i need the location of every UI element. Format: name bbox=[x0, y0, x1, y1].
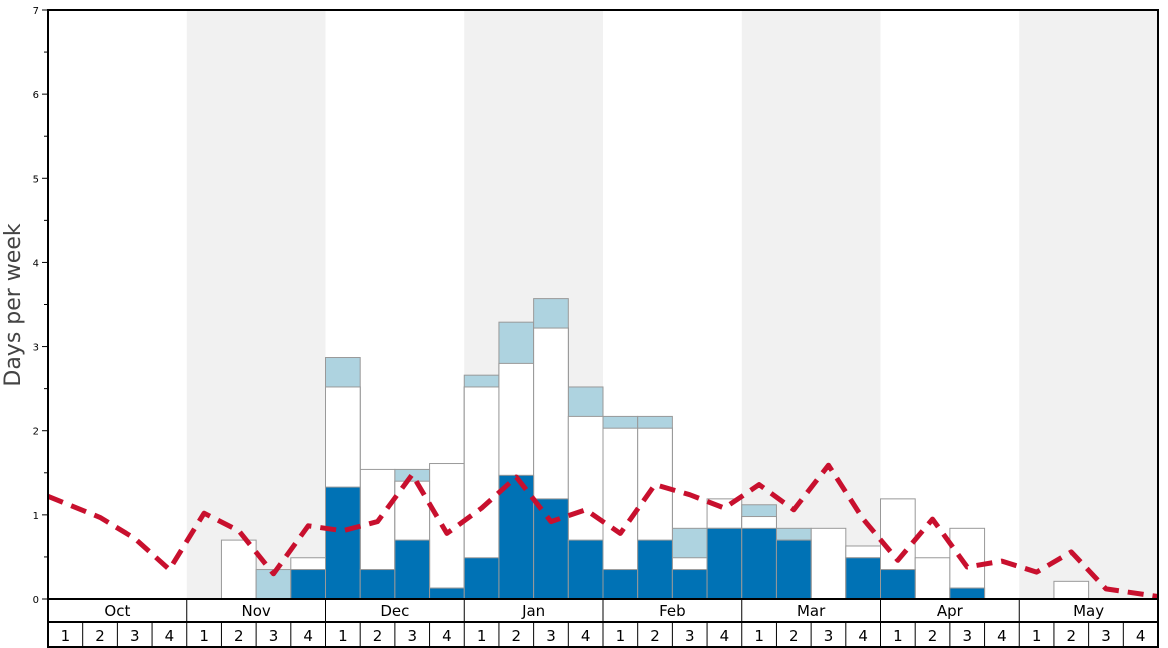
week-label: 2 bbox=[512, 627, 522, 645]
week-label: 4 bbox=[303, 627, 313, 645]
dark-bar-11 bbox=[394, 539, 431, 600]
week-label: 2 bbox=[1067, 627, 1077, 645]
dark-bar-13 bbox=[463, 557, 500, 600]
week-label: 1 bbox=[61, 627, 71, 645]
dark-bar-10 bbox=[359, 569, 396, 600]
white-bar-26 bbox=[914, 557, 951, 600]
dark-bar-21 bbox=[741, 527, 777, 600]
dark-bar-9 bbox=[325, 486, 361, 600]
week-label: 1 bbox=[199, 627, 209, 645]
week-label: 4 bbox=[165, 627, 175, 645]
week-label: 4 bbox=[581, 627, 591, 645]
week-label: 4 bbox=[858, 627, 868, 645]
week-label: 3 bbox=[546, 627, 556, 645]
dark-bar-22 bbox=[775, 539, 812, 600]
dark-bar-16 bbox=[567, 539, 604, 600]
dark-bar-17 bbox=[602, 569, 639, 600]
y-axis: 0 1 2 3 4 5 6 7 bbox=[33, 6, 48, 606]
dark-bar-27 bbox=[949, 587, 986, 600]
week-label: 2 bbox=[373, 627, 383, 645]
y-axis-label: Days per week bbox=[1, 223, 26, 386]
y-tick-label: 4 bbox=[33, 258, 39, 269]
average-line bbox=[47, 462, 1159, 599]
week-label: 1 bbox=[338, 627, 348, 645]
month-label-may: May bbox=[1073, 602, 1104, 620]
month-label-feb: Feb bbox=[659, 602, 686, 620]
y-tick-label: 0 bbox=[33, 595, 39, 606]
week-label: 1 bbox=[477, 627, 487, 645]
average-line-layer bbox=[47, 462, 1159, 599]
month-label-nov: Nov bbox=[241, 602, 270, 620]
week-label: 2 bbox=[789, 627, 799, 645]
band-may bbox=[1019, 10, 1158, 599]
dark-bar-12 bbox=[429, 587, 465, 600]
week-label: 1 bbox=[754, 627, 764, 645]
dark-bar-24 bbox=[845, 557, 881, 600]
dark-bar-25 bbox=[880, 569, 916, 600]
y-tick-label: 5 bbox=[33, 174, 39, 185]
month-label-mar: Mar bbox=[797, 602, 826, 620]
y-tick-label: 1 bbox=[33, 511, 39, 522]
week-label: 3 bbox=[1101, 627, 1111, 645]
week-label: 2 bbox=[95, 627, 105, 645]
y-tick-label: 7 bbox=[33, 6, 39, 17]
week-label: 1 bbox=[893, 627, 903, 645]
month-label-jan: Jan bbox=[521, 602, 545, 620]
week-label: 3 bbox=[130, 627, 140, 645]
dark-bar-18 bbox=[637, 539, 673, 600]
dark-bar-19 bbox=[671, 569, 708, 600]
y-tick-label: 3 bbox=[33, 343, 39, 354]
week-label: 3 bbox=[824, 627, 834, 645]
month-label-apr: Apr bbox=[937, 602, 964, 620]
week-label: 1 bbox=[1032, 627, 1042, 645]
week-label: 3 bbox=[269, 627, 279, 645]
week-label: 3 bbox=[685, 627, 695, 645]
week-label: 4 bbox=[720, 627, 730, 645]
week-label: 4 bbox=[997, 627, 1007, 645]
week-label: 1 bbox=[616, 627, 626, 645]
week-label: 2 bbox=[234, 627, 244, 645]
white-bar-6 bbox=[220, 539, 257, 600]
y-tick-label: 6 bbox=[33, 90, 39, 101]
week-label: 2 bbox=[650, 627, 660, 645]
band-nov bbox=[186, 10, 326, 599]
dark-bar-14 bbox=[498, 474, 535, 600]
week-label: 3 bbox=[962, 627, 972, 645]
week-label: 3 bbox=[407, 627, 417, 645]
dark-bar-15 bbox=[533, 498, 569, 600]
week-label: 4 bbox=[442, 627, 452, 645]
band-mar bbox=[741, 10, 881, 599]
white-bar-30 bbox=[1053, 580, 1090, 600]
month-label-oct: Oct bbox=[104, 602, 130, 620]
x-axis: Oct 1 2 3 4 Nov 1 2 3 4 Dec 1 2 3 4 Jan 1 2 3 4 Feb 1 2 3 4 Mar 1 2… bbox=[47, 598, 1159, 648]
white-bar-23 bbox=[810, 527, 847, 600]
dark-bar-20 bbox=[706, 527, 743, 600]
week-label: 4 bbox=[1136, 627, 1146, 645]
week-label: 2 bbox=[928, 627, 938, 645]
month-label-dec: Dec bbox=[380, 602, 409, 620]
dark-bar-8 bbox=[290, 569, 326, 600]
y-tick-label: 2 bbox=[33, 427, 39, 438]
